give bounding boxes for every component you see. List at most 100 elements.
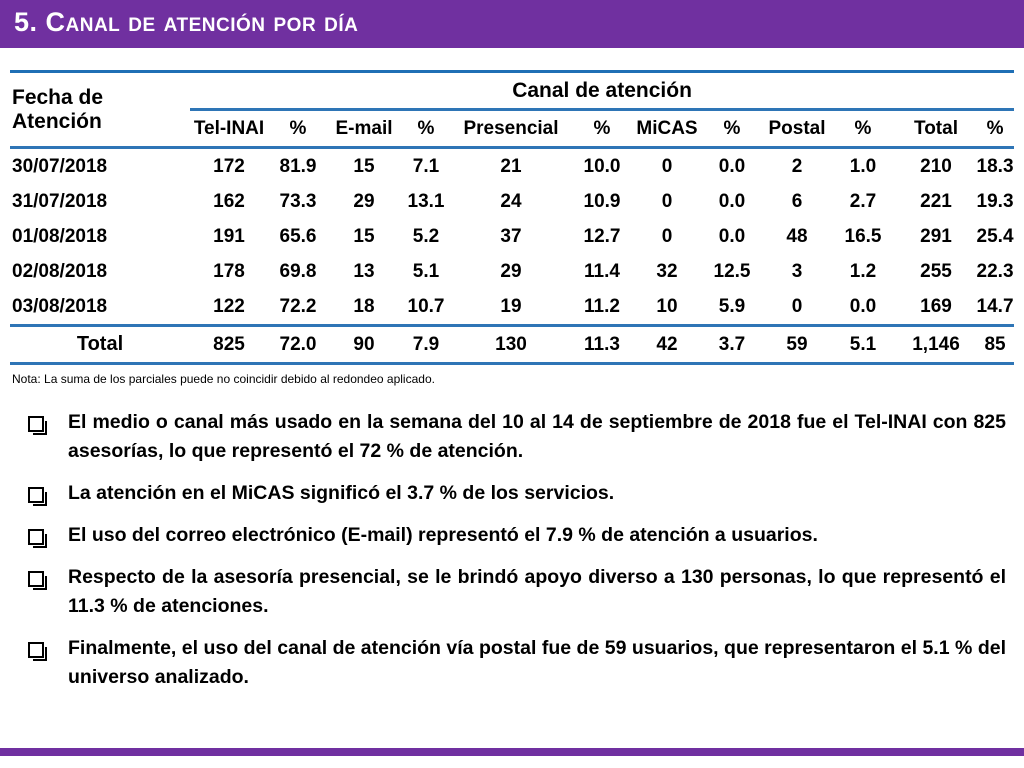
total-cell: 1,146: [896, 324, 976, 365]
total-label: Total: [10, 324, 190, 365]
table-row: 30/07/2018 172 81.9 15 7.1 21 10.0 0 0.0…: [10, 148, 1014, 185]
table-cell: 178: [213, 260, 245, 282]
column-header: %: [570, 108, 634, 149]
title-bar: 5. Canal de atención por día: [0, 0, 1024, 48]
table-cell: 13.1: [407, 190, 445, 212]
table-cell: 10.9: [583, 190, 621, 212]
column-header: Tel-INAI: [190, 108, 268, 149]
date-cell: 01/08/2018: [12, 225, 108, 247]
bullet-text: Finalmente, el uso del canal de atención…: [68, 637, 1006, 688]
table-cell: 10.7: [407, 295, 445, 317]
column-header: E-mail: [328, 108, 400, 149]
table-cell: 32: [656, 260, 678, 282]
date-cell: 02/08/2018: [12, 260, 108, 282]
table-cell: 21: [500, 155, 522, 177]
bottom-accent-bar: [0, 748, 1024, 756]
table-cell: 210: [920, 155, 952, 177]
table-cell: 12.7: [583, 225, 621, 247]
table-cell: 0: [791, 295, 803, 317]
column-header: %: [976, 108, 1015, 149]
table-note: Nota: La suma de los parciales puede no …: [12, 372, 435, 386]
table-row: 02/08/2018 178 69.8 13 5.1 29 11.4 32 12…: [10, 254, 1014, 289]
table-cell: 73.3: [279, 190, 317, 212]
checkbox-bullet-icon: [28, 642, 47, 661]
table-cell: 11.2: [584, 295, 620, 317]
attention-table-container: Fecha de Atención Canal de atención Tel-…: [10, 70, 1015, 365]
table-cell: 291: [920, 225, 952, 247]
table-cell: 2.7: [849, 190, 877, 212]
table-cell: 7.1: [412, 155, 440, 177]
bullet-text: Respecto de la asesoría presencial, se l…: [68, 566, 1006, 617]
fecha-header: Fecha de Atención: [10, 70, 190, 149]
table-cell: 48: [786, 225, 808, 247]
column-header: MiCAS: [634, 108, 700, 149]
column-header: Postal: [764, 108, 830, 149]
bullet-item: El medio o canal más usado en la semana …: [28, 408, 1006, 466]
table-cell: 191: [213, 225, 245, 247]
table-cell: 6: [791, 190, 803, 212]
table-cell: 221: [920, 190, 952, 212]
total-cell: 3.7: [700, 324, 764, 365]
checkbox-bullet-icon: [28, 529, 47, 548]
table-cell: 37: [500, 225, 522, 247]
bullet-text: El uso del correo electrónico (E-mail) r…: [68, 524, 818, 546]
column-header: %: [400, 108, 452, 149]
table-row: 31/07/2018 162 73.3 29 13.1 24 10.9 0 0.…: [10, 184, 1014, 219]
checkbox-bullet-icon: [28, 487, 47, 506]
table-cell: 65.6: [279, 225, 317, 247]
table-cell: 12.5: [713, 260, 751, 282]
table-cell: 14.7: [976, 295, 1014, 317]
table-cell: 29: [353, 190, 375, 212]
table-cell: 15: [353, 225, 375, 247]
table-row: 03/08/2018 122 72.2 18 10.7 19 11.2 10 5…: [10, 289, 1014, 326]
table-cell: 0.0: [849, 295, 877, 317]
table-cell: 10: [656, 295, 678, 317]
table-cell: 5.9: [718, 295, 746, 317]
bullet-text: El medio o canal más usado en la semana …: [68, 411, 1006, 462]
table-cell: 0.0: [718, 225, 746, 247]
date-cell: 30/07/2018: [12, 155, 108, 177]
column-header: Total: [896, 108, 976, 149]
bullet-item: La atención en el MiCAS significó el 3.7…: [28, 479, 1006, 508]
table-row: 01/08/2018 191 65.6 15 5.2 37 12.7 0 0.0…: [10, 219, 1014, 254]
total-cell: 85: [976, 324, 1015, 365]
bullet-item: Finalmente, el uso del canal de atención…: [28, 634, 1006, 692]
table-cell: 1.2: [849, 260, 877, 282]
table-cell: 19: [500, 295, 522, 317]
canal-header: Canal de atención: [190, 70, 1015, 110]
column-header: %: [830, 108, 896, 149]
total-cell: 130: [452, 324, 570, 365]
table-cell: 0.0: [718, 155, 746, 177]
table-cell: 69.8: [279, 260, 317, 282]
table-cell: 25.4: [976, 225, 1014, 247]
table-cell: 22.3: [976, 260, 1014, 282]
table-cell: 172: [213, 155, 245, 177]
table-cell: 2: [791, 155, 803, 177]
table-cell: 1.0: [849, 155, 877, 177]
bullet-list: El medio o canal más usado en la semana …: [28, 408, 1006, 705]
table-cell: 3: [791, 260, 803, 282]
table-cell: 29: [500, 260, 522, 282]
table-cell: 16.5: [844, 225, 882, 247]
table-cell: 255: [920, 260, 952, 282]
total-cell: 42: [634, 324, 700, 365]
total-cell: 5.1: [830, 324, 896, 365]
table-cell: 18: [353, 295, 375, 317]
table-cell: 0: [661, 155, 673, 177]
total-cell: 7.9: [400, 324, 452, 365]
table-cell: 0: [661, 225, 673, 247]
bullet-text: La atención en el MiCAS significó el 3.7…: [68, 482, 615, 504]
total-cell: 11.3: [570, 324, 634, 365]
table-cell: 5.1: [412, 260, 440, 282]
bullet-item: El uso del correo electrónico (E-mail) r…: [28, 521, 1006, 550]
table-cell: 13: [353, 260, 375, 282]
checkbox-bullet-icon: [28, 571, 47, 590]
total-cell: 825: [190, 324, 268, 365]
checkbox-bullet-icon: [28, 416, 47, 435]
table-cell: 81.9: [279, 155, 317, 177]
table-cell: 10.0: [583, 155, 621, 177]
table-cell: 24: [500, 190, 522, 212]
total-row: Total 825 72.0 90 7.9 130 11.3 42 3.7 59…: [10, 324, 1015, 365]
slide-title: 5. Canal de atención por día: [14, 7, 359, 37]
table-cell: 72.2: [279, 295, 317, 317]
